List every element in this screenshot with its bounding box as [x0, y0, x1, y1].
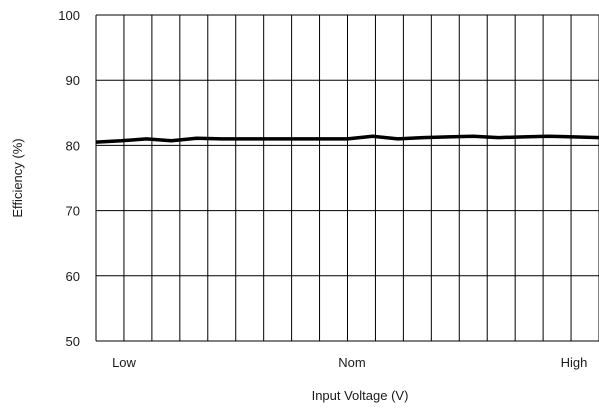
x-tick-label: High — [561, 355, 588, 370]
y-tick-label: 90 — [66, 73, 80, 88]
y-tick-label: 60 — [66, 269, 80, 284]
grid — [95, 14, 599, 342]
series-group — [95, 134, 599, 144]
y-tick-label: 80 — [66, 138, 80, 153]
y-tick-label: 70 — [66, 204, 80, 219]
y-tick-label: 100 — [58, 8, 80, 23]
x-tick-label: Nom — [338, 355, 365, 370]
x-tick-labels: Low Nom High — [112, 355, 587, 370]
y-axis-label: Efficiency (%) — [10, 138, 25, 217]
x-tick-label: Low — [112, 355, 136, 370]
y-tick-labels: 100 90 80 70 60 50 — [58, 8, 80, 349]
efficiency-series-line — [95, 134, 599, 144]
x-axis-label: Input Voltage (V) — [312, 388, 409, 403]
y-tick-label: 50 — [66, 334, 80, 349]
